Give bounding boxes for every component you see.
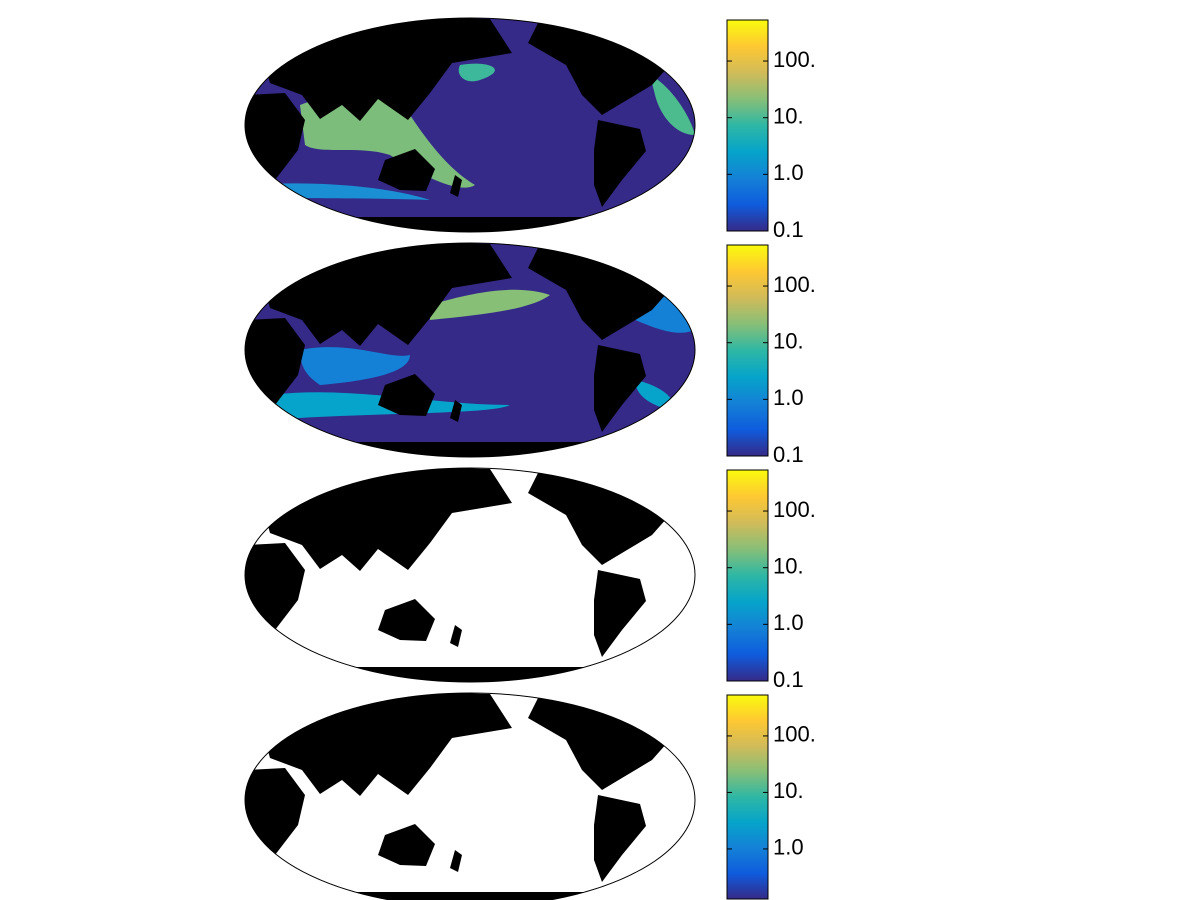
- map-panel-2: [244, 242, 696, 458]
- colorbar: [726, 244, 769, 457]
- colorbar-tick-label: 1.0: [773, 610, 804, 635]
- colorbar-tick-label: 0.1: [773, 442, 804, 467]
- map-panel-4: [244, 692, 696, 900]
- colorbar-tick-label: 1.0: [773, 385, 804, 410]
- colorbar-tick-label: 100.: [773, 497, 816, 522]
- colorbar-tick-label: 1.0: [773, 160, 804, 185]
- colorbar-tick-label: 1.0: [773, 835, 804, 860]
- map-panel-1: [244, 17, 696, 233]
- colorbar-tick-label: 10.: [773, 329, 804, 354]
- colorbar-tick-label: 10.: [773, 104, 804, 129]
- colorbar: [726, 19, 769, 232]
- colorbar-tick-label: 100.: [773, 272, 816, 297]
- colorbar-tick-label: 0.1: [773, 667, 804, 692]
- map-panel-3: [244, 467, 696, 683]
- colorbar-tick-label: 0.1: [773, 217, 804, 242]
- colorbar-tick-label: 10.: [773, 778, 804, 803]
- colorbar-tick-label: 10.: [773, 554, 804, 579]
- colorbar: [726, 469, 769, 682]
- colorbar-tick-label: 100.: [773, 722, 816, 747]
- colorbar-tick-label: 100.: [773, 47, 816, 72]
- colorbar: [726, 694, 769, 900]
